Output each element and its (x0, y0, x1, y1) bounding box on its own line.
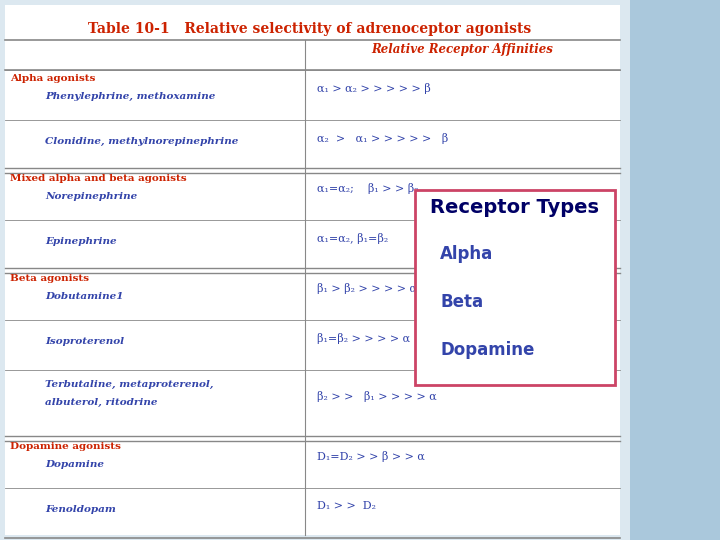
Text: Phenylephrine, methoxamine: Phenylephrine, methoxamine (45, 92, 215, 101)
Text: Dopamine: Dopamine (45, 460, 104, 469)
Text: Isoproterenol: Isoproterenol (45, 337, 124, 346)
Bar (5, 5, 620, 535)
Text: Beta agonists: Beta agonists (10, 274, 89, 283)
Text: β₁ > β₂ > > > > α: β₁ > β₂ > > > > α (317, 282, 417, 294)
Text: β₂ > >   β₁ > > > > α: β₂ > > β₁ > > > > α (317, 392, 437, 402)
Text: Clonidine, methylnorepinephrine: Clonidine, methylnorepinephrine (45, 137, 238, 146)
Text: α₁=α₂;    β₁ > > β₂: α₁=α₂; β₁ > > β₂ (317, 183, 418, 193)
Text: D₁=D₂ > > β > > α: D₁=D₂ > > β > > α (317, 450, 425, 462)
Text: Norepinephrine: Norepinephrine (45, 192, 138, 201)
Text: Alpha: Alpha (440, 245, 493, 263)
Text: Epinephrine: Epinephrine (45, 237, 117, 246)
Text: Dopamine: Dopamine (440, 341, 534, 359)
Text: D₁ > >  D₂: D₁ > > D₂ (317, 501, 376, 511)
Text: Dobutamine1: Dobutamine1 (45, 292, 124, 301)
Text: β₁=β₂ > > > > α: β₁=β₂ > > > > α (317, 333, 410, 343)
Text: Table 10-1   Relative selectivity of adrenoceptor agonists: Table 10-1 Relative selectivity of adren… (89, 22, 531, 36)
Text: α₂  >   α₁ > > > > >   β: α₂ > α₁ > > > > > β (317, 132, 449, 144)
Text: Terbutaline, metaproterenol,: Terbutaline, metaproterenol, (45, 380, 214, 389)
Text: Receptor Types: Receptor Types (431, 198, 600, 217)
Text: Alpha agonists: Alpha agonists (10, 74, 95, 83)
Text: Relative Receptor Affinities: Relative Receptor Affinities (372, 43, 554, 56)
Text: Fenoldopam: Fenoldopam (45, 505, 116, 514)
Text: albuterol, ritodrine: albuterol, ritodrine (45, 398, 158, 407)
Bar (630, 0, 720, 540)
Text: α₁=α₂, β₁=β₂: α₁=α₂, β₁=β₂ (317, 233, 388, 244)
Text: Dopamine agonists: Dopamine agonists (10, 442, 121, 451)
Text: Mixed alpha and beta agonists: Mixed alpha and beta agonists (10, 174, 186, 183)
Text: α₁ > α₂ > > > > > β: α₁ > α₂ > > > > > β (317, 83, 431, 93)
FancyBboxPatch shape (415, 190, 615, 385)
Text: Beta: Beta (440, 293, 483, 311)
